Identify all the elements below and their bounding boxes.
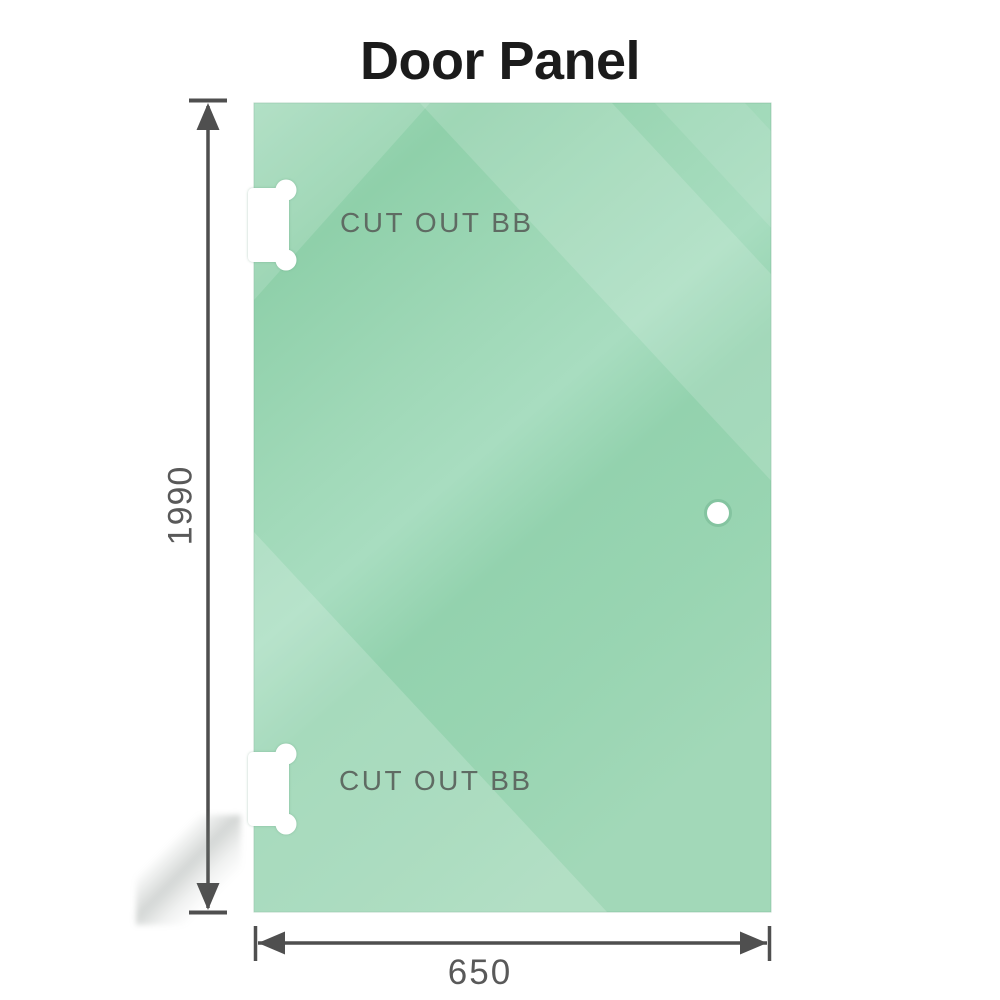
hinge-cutout-top: [248, 179, 297, 271]
height-dimension: [189, 98, 227, 915]
left-arrow-icon: [258, 931, 285, 955]
height-dimension-label: 1990: [161, 465, 200, 546]
glass-reflection-streaks: [254, 103, 771, 912]
hinge-cutout-bottom: [248, 743, 297, 835]
width-dimension: [253, 926, 772, 961]
down-arrow-icon: [196, 883, 220, 910]
cutout-label-top: CUT OUT BB: [340, 207, 534, 238]
up-arrow-icon: [196, 103, 220, 130]
page-title: Door Panel: [359, 31, 641, 91]
width-dimension-label: 650: [447, 953, 513, 992]
right-arrow-icon: [740, 931, 767, 955]
glass-panel: [253, 102, 772, 913]
cutout-label-bottom: CUT OUT BB: [339, 765, 533, 796]
handle-hole: [704, 499, 732, 527]
